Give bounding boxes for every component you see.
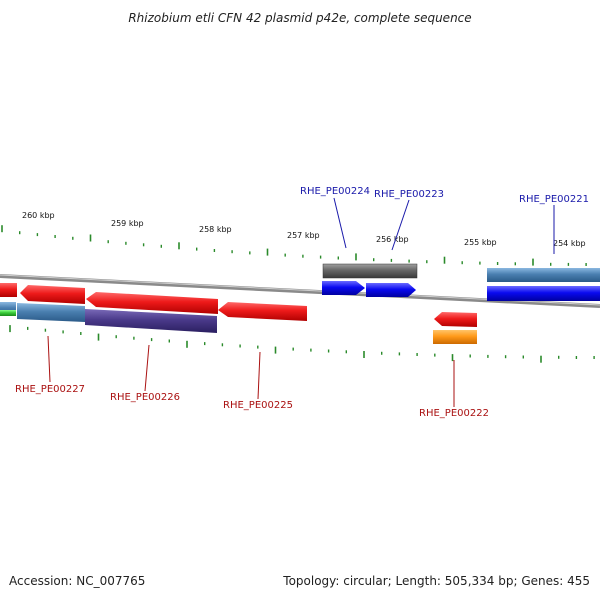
gene-green-partial[interactable] [0,310,16,316]
gene-blue-forward-1[interactable] [322,281,365,295]
label-rhe-pe00225[interactable]: RHE_PE00225 [223,400,293,411]
plasmid-backbone [0,274,600,308]
map-title: Rhizobium etli CFN 42 plasmid p42e, comp… [128,11,471,25]
gene-blue-forward-2[interactable] [487,286,600,301]
outer-tick-ruler: 260 kbp 259 kbp 258 kbp 257 kbp 256 kbp … [1,211,587,266]
gene-rhe-pe00227[interactable] [17,303,85,322]
leader-rhe-pe00223 [391,199,410,251]
label-rhe-pe00222[interactable]: RHE_PE00222 [419,408,489,419]
label-rhe-pe00221[interactable]: RHE_PE00221 [519,194,589,205]
scale-label-254: 254 kbp [553,239,586,248]
label-rhe-pe00226[interactable]: RHE_PE00226 [110,392,180,403]
label-rhe-pe00223[interactable]: RHE_PE00223 [374,189,444,200]
gene-rhe-pe00223[interactable] [366,283,416,297]
scale-label-255: 255 kbp [464,238,497,247]
gene-red-partial[interactable] [0,283,17,297]
scale-label-257: 257 kbp [287,231,320,240]
outer-ticks [1,225,587,266]
gene-rhe-pe00226-red[interactable] [86,292,218,314]
leader-rhe-pe00227 [47,335,51,383]
leader-rhe-pe00226 [144,344,150,392]
gene-red-reverse-1[interactable] [20,285,85,304]
leader-rhe-pe00225 [257,351,261,400]
gene-rhe-pe00222[interactable] [433,330,477,344]
gene-rhe-pe00224[interactable] [322,263,418,279]
forward-gene-labels: RHE_PE00224 RHE_PE00223 RHE_PE00221 [300,186,589,254]
gene-red-reverse-2[interactable] [434,312,477,327]
scale-label-259: 259 kbp [111,219,144,228]
accession-text: Accession: NC_007765 [9,574,146,588]
gene-rhe-pe00226[interactable] [85,309,217,333]
gene-rhe-pe00221[interactable] [487,268,600,282]
reverse-gene-labels: RHE_PE00227 RHE_PE00226 RHE_PE00225 RHE_… [15,335,489,419]
inner-tick-ruler [9,325,595,363]
topology-summary: Topology: circular; Length: 505,334 bp; … [283,574,590,588]
scale-labels: 260 kbp 259 kbp 258 kbp 257 kbp 256 kbp … [22,211,586,248]
scale-label-258: 258 kbp [199,225,232,234]
label-rhe-pe00227[interactable]: RHE_PE00227 [15,384,85,395]
leader-rhe-pe00224 [333,197,347,249]
gene-rhe-pe00225[interactable] [218,302,307,321]
scale-label-260: 260 kbp [22,211,55,220]
label-rhe-pe00224[interactable]: RHE_PE00224 [300,186,370,197]
scale-label-256: 256 kbp [376,235,409,244]
